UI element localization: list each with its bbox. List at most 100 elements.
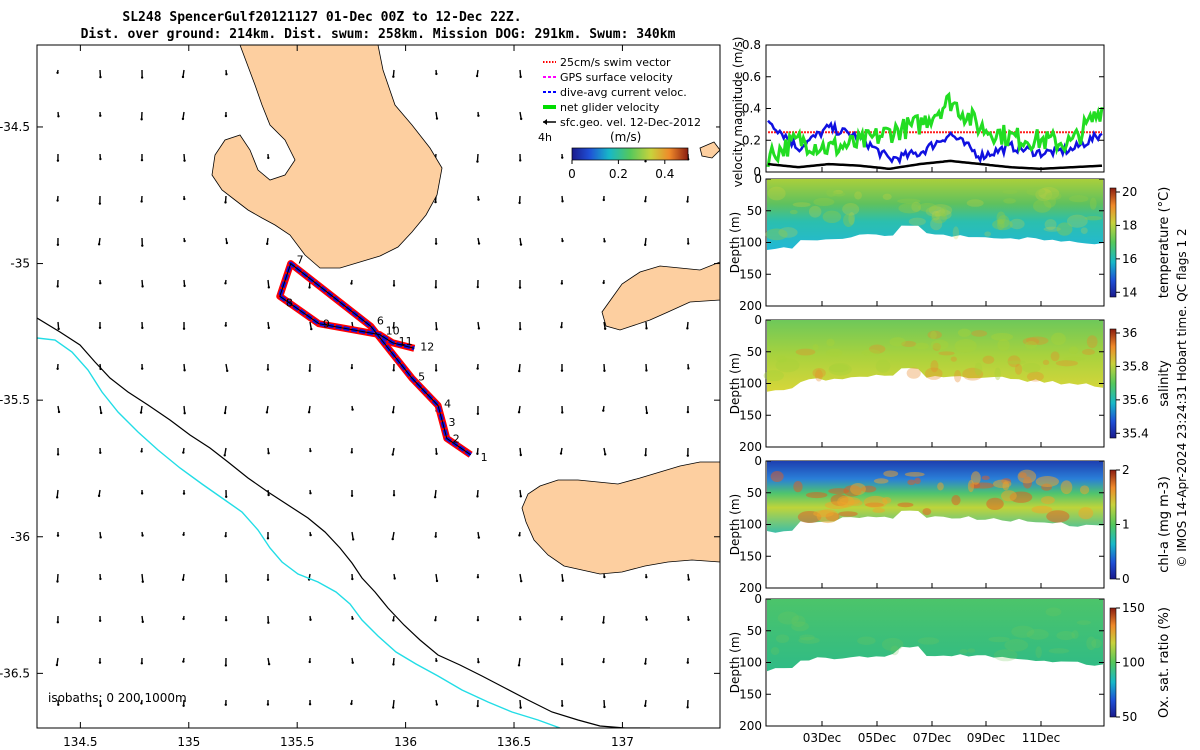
geo-velocity-arrow-237: [645, 615, 648, 621]
waypoint-label-4: 4: [444, 398, 451, 411]
geo-velocity-arrow-174: [477, 657, 480, 664]
geo-velocity-arrow-133: [392, 279, 396, 287]
geo-velocity-arrow-249: [686, 447, 690, 457]
geo-velocity-arrow-189: [519, 615, 522, 621]
geo-velocity-arrow-74: [224, 489, 228, 499]
glider-track: [276, 260, 473, 458]
geo-velocity-arrow-89: [267, 447, 270, 455]
geo-velocity-arrow-201: [559, 447, 563, 455]
legend-item-4: sfc.geo. vel. 12-Dec-2012: [543, 116, 701, 129]
geo-velocity-arrow-172: [476, 573, 480, 579]
geo-velocity-arrow-141: [392, 615, 395, 622]
velocity-ytick-0.2: 0.2: [742, 133, 761, 147]
geo-velocity-arrow-138: [392, 489, 396, 497]
velocity-ytick-0.4: 0.4: [742, 102, 761, 116]
geo-velocity-arrow-64: [225, 69, 228, 76]
track-line: [279, 262, 471, 456]
geo-velocity-arrow-150: [435, 321, 438, 331]
geo-velocity-arrow-110: [308, 657, 311, 664]
geo-velocity-arrow-217: [603, 447, 607, 456]
geo-velocity-arrow-40: [139, 405, 143, 414]
velocity-series-2: [766, 91, 1104, 168]
geo-velocity-arrow-93: [267, 615, 270, 624]
depth-tick-2-0: 0: [754, 454, 762, 468]
geo-velocity-arrow-164: [477, 237, 481, 245]
section-colorbar-label-3: Ox. sat. ratio (%): [1157, 607, 1172, 718]
time-tick-07Dec: 07Dec: [913, 731, 952, 745]
map-xtick-135.5: 135.5: [280, 735, 314, 749]
geo-velocity-arrow-21: [99, 279, 102, 285]
geo-velocity-arrow-5: [56, 279, 59, 288]
geo-velocity-arrow-180: [519, 237, 523, 246]
geo-velocity-arrow-140: [393, 573, 396, 580]
velocity-panel: 0 0.2 0.4 0.6 0.8 velocity magnitude (m/s): [731, 37, 1105, 187]
geo-velocity-arrow-183: [518, 363, 521, 373]
geo-velocity-arrow-0: [56, 69, 59, 74]
geo-velocity-arrow-161: [477, 111, 480, 117]
section-panel-0: 0 50 100 150 200 Depth (m) 20 18 16 14 temperature…: [728, 172, 1172, 313]
geo-velocity-arrow-197: [560, 279, 564, 285]
geo-velocity-arrow-52: [183, 237, 186, 243]
geo-velocity-arrow-220: [603, 573, 606, 579]
map-xtick-135: 135: [177, 735, 200, 749]
legend-item-0: 25cm/s swim vector: [543, 56, 671, 69]
geo-velocity-arrow-44: [141, 573, 144, 583]
geo-velocity-arrow-171: [477, 531, 481, 539]
geo-velocity-arrow-22: [98, 321, 102, 330]
geo-velocity-arrow-124: [351, 573, 354, 581]
geo-velocity-arrow-69: [224, 279, 227, 285]
geo-velocity-arrow-125: [351, 615, 354, 620]
legend-label-4: sfc.geo. vel. 12-Dec-2012: [560, 116, 701, 129]
geo-velocity-arrow-86: [267, 321, 271, 330]
depth-tick-1-200: 200: [739, 440, 762, 454]
geo-velocity-arrow-35: [140, 195, 143, 203]
waypoint-label-2: 2: [453, 432, 460, 445]
map-ytick--36: -36: [10, 530, 30, 544]
geo-velocity-arrow-213: [602, 279, 605, 285]
waypoint-label-5: 5: [418, 370, 425, 383]
section-colorbar-tick-3-0: 150: [1122, 601, 1145, 615]
isobath-200m: [37, 317, 650, 728]
time-tick-03Dec: 03Dec: [803, 731, 842, 745]
geo-velocity-arrow-176: [519, 69, 522, 79]
geo-velocity-arrow-187: [518, 531, 521, 537]
section-colorbar-label-0: temperature (°C): [1157, 187, 1172, 299]
geo-velocity-arrow-39: [140, 363, 144, 370]
waypoint-label-11: 11: [399, 335, 413, 348]
geo-velocity-arrow-222: [602, 657, 605, 664]
geo-velocity-arrow-154: [433, 489, 437, 499]
waypoint-label-6: 6: [377, 314, 384, 327]
geo-velocity-arrow-95: [266, 699, 270, 706]
geo-velocity-arrow-254: [686, 657, 689, 664]
section-colorbar-tick-3-2: 50: [1122, 710, 1137, 724]
geo-velocity-arrow-105: [309, 447, 312, 453]
colorbar-tick-0: 0: [568, 167, 576, 181]
geo-velocity-arrow-228: [644, 237, 647, 247]
geo-velocity-arrow-84: [265, 237, 269, 246]
depth-tick-2-50: 50: [747, 486, 762, 500]
geo-velocity-arrow-78: [224, 657, 228, 667]
geo-velocity-arrow-238: [644, 657, 647, 665]
section-colorbar-0: [1109, 187, 1117, 298]
section-colorbar-tick-3-1: 100: [1122, 656, 1145, 670]
geo-velocity-arrow-45: [141, 615, 144, 624]
geo-velocity-arrow-223: [603, 699, 606, 709]
geo-velocity-arrow-87: [266, 363, 270, 371]
geo-velocity-arrow-16: [99, 69, 102, 79]
geo-velocity-arrow-17: [99, 111, 102, 117]
velocity-ytick-0.6: 0.6: [742, 70, 761, 84]
geo-velocity-arrow-33: [140, 111, 143, 121]
depth-tick-1-100: 100: [739, 377, 762, 391]
geo-velocity-arrow-248: [686, 405, 690, 414]
speed-colorbar-ticks: 0 0.2 0.4: [568, 160, 674, 181]
section-colorbar-tick-2-1: 1: [1122, 518, 1130, 532]
speed-colorbar: [571, 147, 689, 161]
geo-velocity-arrow-255: [686, 699, 689, 709]
geo-velocity-arrow-58: [182, 489, 186, 495]
geo-velocity-arrow-158: [435, 657, 438, 663]
geo-velocity-arrow-134: [392, 321, 395, 329]
map-xtick-136.5: 136.5: [497, 735, 531, 749]
geo-velocity-arrow-109: [309, 615, 312, 621]
